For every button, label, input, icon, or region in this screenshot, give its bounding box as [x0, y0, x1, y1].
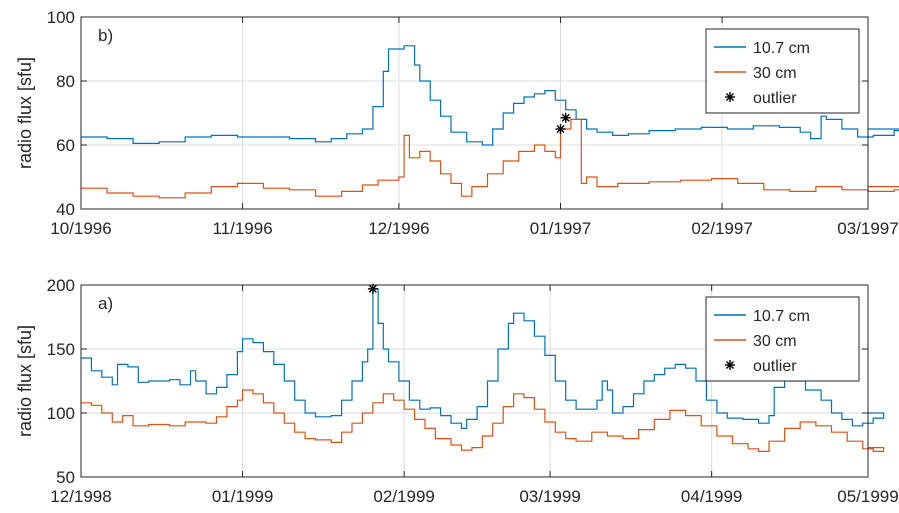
- series-line-30cm: [81, 118, 899, 199]
- x-tick-label: 02/1997: [691, 219, 752, 238]
- legend-swatch-outlier: [725, 360, 735, 370]
- chart-panel-a: 12/1998 01/1999 02/1999 03/1999 04/1999 05/19…: [15, 276, 899, 506]
- outlier-marker: [367, 283, 378, 294]
- panel-label: a): [98, 294, 113, 313]
- y-tick-label: 100: [47, 404, 75, 423]
- y-tick-label: 60: [56, 136, 75, 155]
- legend-label-10-7cm: 10.7 cm: [753, 40, 810, 57]
- x-tick-label: 04/1999: [681, 487, 742, 506]
- x-tick-label: 11/1996: [212, 219, 272, 238]
- x-tick-label: 01/1999: [212, 487, 273, 506]
- y-tick-label: 50: [56, 468, 75, 487]
- x-tick-label: 02/1999: [373, 487, 434, 506]
- x-tick-label: 01/1997: [530, 219, 591, 238]
- x-tick-label: 03/1999: [519, 487, 580, 506]
- series-line-10-7cm: [81, 288, 885, 429]
- legend: 10.7 cm 30 cm outlier: [705, 28, 860, 114]
- series-line-10-7cm: [81, 45, 899, 146]
- legend-label-outlier: outlier: [753, 358, 797, 375]
- x-tick-label: 03/1997: [837, 219, 898, 238]
- legend-label-30cm: 30 cm: [753, 333, 797, 350]
- x-tick-label: 12/1996: [368, 219, 429, 238]
- y-tick-label: 150: [47, 340, 75, 359]
- y-tick-label: 80: [56, 72, 75, 91]
- legend-label-30cm: 30 cm: [753, 65, 797, 82]
- legend: 10.7 cm 30 cm outlier: [705, 296, 860, 382]
- y-axis-label: radio flux [sfu]: [15, 57, 35, 169]
- chart-panel-b: 10/1996 11/1996 12/1996 01/1997 02/1997 03/19…: [15, 8, 899, 238]
- y-tick-label: 40: [56, 200, 75, 219]
- axes-box: [80, 284, 869, 478]
- x-tick-label: 12/1998: [50, 487, 111, 506]
- y-tick-label: 200: [47, 276, 75, 295]
- axes-box: [80, 16, 869, 210]
- x-tick-label: 05/1999: [837, 487, 898, 506]
- outlier-marker: [560, 112, 571, 123]
- series-line-30cm: [81, 389, 885, 452]
- y-axis-label: radio flux [sfu]: [15, 325, 35, 437]
- legend-swatch-outlier: [725, 92, 735, 102]
- outlier-marker: [555, 124, 566, 134]
- x-tick-label: 10/1996: [50, 219, 111, 238]
- panel-label: b): [98, 26, 113, 45]
- legend-label-10-7cm: 10.7 cm: [753, 308, 810, 325]
- y-tick-label: 100: [47, 8, 75, 27]
- legend-label-outlier: outlier: [753, 90, 797, 107]
